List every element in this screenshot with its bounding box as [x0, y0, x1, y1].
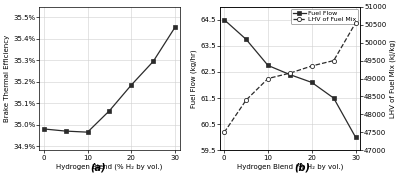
- X-axis label: Hydrogen Blend (% H₂ by vol.): Hydrogen Blend (% H₂ by vol.): [237, 163, 343, 170]
- Fuel Flow: [222, 19, 227, 21]
- LHV of Fuel Mix: [331, 60, 336, 62]
- Y-axis label: Brake Thermal Efficiency: Brake Thermal Efficiency: [4, 35, 10, 122]
- Text: (a): (a): [90, 162, 106, 172]
- LHV of Fuel Mix: [222, 131, 227, 133]
- Line: Fuel Flow: Fuel Flow: [222, 18, 358, 139]
- LHV of Fuel Mix: [266, 77, 270, 80]
- Y-axis label: LHV of Fuel Mix (kJ/kg): LHV of Fuel Mix (kJ/kg): [389, 39, 396, 118]
- LHV of Fuel Mix: [310, 65, 314, 67]
- LHV of Fuel Mix: [353, 22, 358, 24]
- Fuel Flow: [331, 97, 336, 99]
- Fuel Flow: [310, 81, 314, 84]
- Fuel Flow: [244, 38, 248, 40]
- Fuel Flow: [353, 136, 358, 138]
- Y-axis label: Fuel Flow (kg/hr): Fuel Flow (kg/hr): [191, 49, 197, 108]
- X-axis label: Hydrogen Blend (% H₂ by vol.): Hydrogen Blend (% H₂ by vol.): [56, 163, 163, 170]
- LHV of Fuel Mix: [244, 99, 248, 101]
- Legend: Fuel Flow, LHV of Fuel Mix: Fuel Flow, LHV of Fuel Mix: [291, 9, 358, 24]
- Fuel Flow: [266, 64, 270, 66]
- LHV of Fuel Mix: [288, 72, 292, 74]
- Line: LHV of Fuel Mix: LHV of Fuel Mix: [222, 21, 358, 135]
- Text: (b): (b): [294, 162, 310, 172]
- Fuel Flow: [288, 74, 292, 76]
